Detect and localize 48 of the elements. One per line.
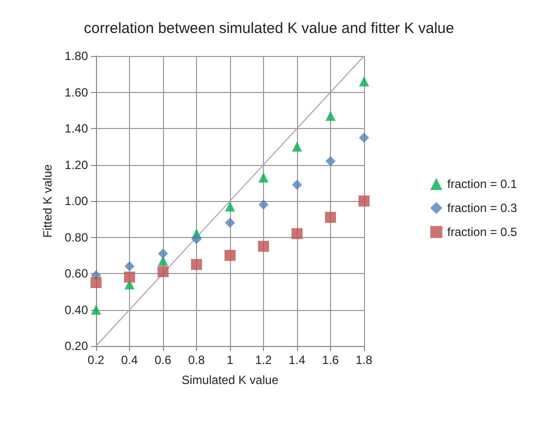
point xyxy=(292,142,302,152)
point xyxy=(124,272,135,283)
y-tick-label: 0.80 xyxy=(64,230,88,244)
y-tick-label: 1.00 xyxy=(64,194,88,208)
x-tick-label: 0.8 xyxy=(188,353,206,367)
point xyxy=(224,250,236,261)
legend-label: fraction = 0.5 xyxy=(447,225,518,239)
y-tick-label: 1.40 xyxy=(64,122,88,136)
point xyxy=(325,212,336,223)
x-tick-label: 1.6 xyxy=(322,353,340,367)
point xyxy=(158,256,168,266)
x-tick-label: 1 xyxy=(226,353,234,367)
point xyxy=(292,228,302,240)
x-tick-label: 1.4 xyxy=(288,353,306,367)
chart-title: correlation between simulated K value and fitter K value xyxy=(84,20,454,37)
point xyxy=(292,180,302,190)
y-tick-label: 1.60 xyxy=(64,85,88,100)
point xyxy=(359,132,369,143)
point xyxy=(90,277,102,288)
y-tick-label: 1.80 xyxy=(64,49,88,63)
x-tick-label: 1.2 xyxy=(255,353,272,367)
point xyxy=(326,110,336,121)
point xyxy=(225,201,235,212)
y-tick-label: 1.20 xyxy=(64,158,88,172)
point xyxy=(326,156,336,166)
point xyxy=(124,261,134,272)
legend-label: fraction = 0.3 xyxy=(447,201,518,215)
point xyxy=(258,200,268,210)
y-tick-label: 0.40 xyxy=(64,302,88,317)
x-tick-label: 0.6 xyxy=(154,353,172,367)
point xyxy=(158,248,168,259)
y-axis-title: Fitted K value xyxy=(40,164,55,238)
point xyxy=(192,234,202,244)
legend-label: fraction = 0.1 xyxy=(447,177,518,191)
point xyxy=(225,218,235,228)
y-tick-label: 0.60 xyxy=(64,266,88,280)
x-tick-label: 0.4 xyxy=(121,353,138,367)
point xyxy=(258,240,269,252)
x-tick-label: 0.2 xyxy=(88,353,105,367)
point xyxy=(91,304,101,315)
x-tick-label: 1.8 xyxy=(356,353,373,367)
point xyxy=(258,172,268,182)
point xyxy=(191,258,202,270)
point xyxy=(359,76,369,86)
point xyxy=(358,196,370,206)
point xyxy=(158,266,168,278)
x-axis-title: Simulated K value xyxy=(182,373,279,387)
y-tick-label: 0.20 xyxy=(64,339,88,353)
